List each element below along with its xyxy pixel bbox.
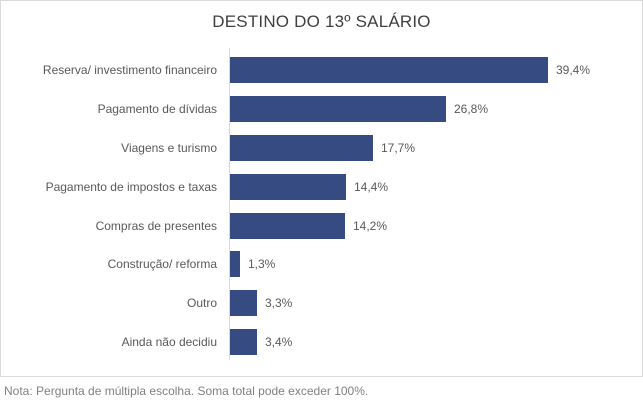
value-label: 14,2% bbox=[353, 219, 388, 233]
bar-row: Compras de presentes 14,2% bbox=[0, 213, 643, 239]
value-label: 14,4% bbox=[354, 180, 389, 194]
bar-row: Ainda não decidiu 3,4% bbox=[0, 329, 643, 355]
value-label: 1,3% bbox=[248, 257, 276, 271]
bar-row: Pagamento de impostos e taxas 14,4% bbox=[0, 174, 643, 200]
chart-title: DESTINO DO 13º SALÁRIO bbox=[212, 12, 431, 31]
bar-row: Outro 3,3% bbox=[0, 290, 643, 316]
category-label: Ainda não decidiu bbox=[121, 335, 217, 349]
value-label: 3,3% bbox=[265, 296, 293, 310]
bar-row: Construção/ reforma 1,3% bbox=[0, 251, 643, 277]
bar-row: Pagamento de dívidas 26,8% bbox=[0, 96, 643, 122]
category-label: Pagamento de dívidas bbox=[97, 102, 217, 116]
value-label: 39,4% bbox=[556, 63, 591, 77]
bar-row: Viagens e turismo 17,7% bbox=[0, 135, 643, 161]
bar bbox=[230, 329, 257, 355]
category-label: Construção/ reforma bbox=[107, 257, 217, 271]
value-label: 17,7% bbox=[381, 141, 416, 155]
category-label: Outro bbox=[186, 296, 217, 310]
value-label: 26,8% bbox=[454, 102, 489, 116]
bar bbox=[230, 251, 240, 277]
bar bbox=[230, 174, 346, 200]
value-label: 3,4% bbox=[265, 335, 293, 349]
category-label: Compras de presentes bbox=[95, 219, 217, 233]
category-label: Reserva/ investimento financeiro bbox=[42, 63, 217, 77]
footnote: Nota: Pergunta de múltipla escolha. Soma… bbox=[4, 384, 369, 398]
category-label: Viagens e turismo bbox=[121, 141, 217, 155]
bar bbox=[230, 213, 345, 239]
bar bbox=[230, 135, 373, 161]
category-axis-line bbox=[229, 48, 230, 360]
bar bbox=[230, 290, 257, 316]
bar bbox=[230, 57, 548, 83]
category-label: Pagamento de impostos e taxas bbox=[45, 180, 217, 194]
bar-row: Reserva/ investimento financeiro 39,4% bbox=[0, 57, 643, 83]
bar bbox=[230, 96, 446, 122]
